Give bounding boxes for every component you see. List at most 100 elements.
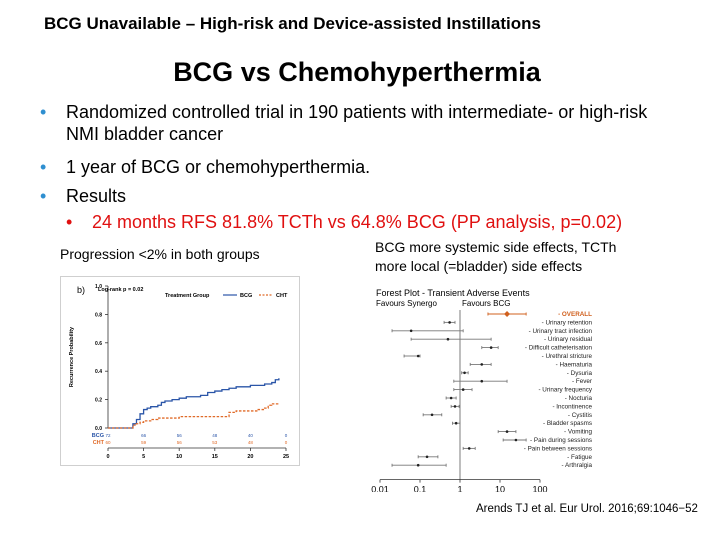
caption-right-line2: more local (=bladder) side effects — [375, 258, 583, 274]
km-at-risk-label-cht: CHT — [93, 440, 105, 446]
forest-point — [449, 396, 453, 400]
km-at-risk-value: 56 — [177, 433, 183, 438]
forest-row-label: - OVERALL — [558, 311, 592, 318]
forest-point — [416, 354, 420, 358]
km-y-tick-label: 0.6 — [95, 341, 102, 347]
forest-point — [514, 438, 518, 442]
km-at-risk-label-bcg: BCG — [92, 433, 104, 439]
forest-row-label: - Urinary frequency — [538, 387, 592, 394]
forest-row-label: - Fever — [572, 378, 592, 385]
km-x-tick-label: 0 — [106, 454, 109, 460]
forest-point — [461, 388, 465, 391]
sub-bullet-text: 24 months RFS 81.8% TCTh vs 64.8% BCG (P… — [92, 212, 623, 232]
km-x-tick-label: 5 — [142, 454, 145, 460]
km-x-tick-label: 10 — [176, 454, 182, 460]
forest-row-label: - Pain during sessions — [530, 437, 592, 444]
forest-point — [446, 337, 450, 341]
forest-plot: Forest Plot - Transient Adverse EventsFa… — [371, 288, 593, 492]
forest-row-label: - Dysuria — [567, 370, 593, 377]
km-chart-border — [60, 276, 300, 466]
forest-point — [454, 421, 458, 425]
forest-row-label: - Urinary retention — [542, 319, 593, 326]
forest-point — [505, 430, 509, 433]
bullet-3: • Results — [40, 185, 126, 207]
bullet-1: • Randomized controlled trial in 190 pat… — [40, 101, 690, 145]
caption-left: Progression <2% in both groups — [60, 246, 260, 262]
forest-right-header: Favours BCG — [462, 299, 510, 308]
km-series-bcg — [108, 378, 280, 429]
forest-x-tick-label: 0.1 — [414, 485, 427, 492]
km-annotation: Log-rank p = 0.02 — [98, 287, 143, 293]
forest-point — [480, 379, 484, 383]
forest-row-label: - Vomiting — [564, 429, 592, 436]
bullet-3-text: Results — [66, 186, 127, 206]
sub-bullet-dot: • — [66, 212, 73, 232]
forest-row-label: - Incontinence — [552, 403, 592, 410]
forest-row-label: - Urinary residual — [544, 336, 592, 343]
bullet-1-text: Randomized controlled trial in 190 patie… — [66, 102, 648, 144]
forest-title: Forest Plot - Transient Adverse Events — [376, 288, 530, 298]
km-at-risk-value: 56 — [177, 440, 183, 445]
forest-point — [480, 363, 484, 366]
forest-x-tick-label: 10 — [495, 485, 505, 492]
forest-x-tick-label: 1 — [457, 485, 462, 492]
caption-right-line1: BCG more systemic side effects, TCTh — [375, 239, 617, 255]
bullet-dot: • — [40, 186, 47, 206]
forest-point — [430, 413, 434, 417]
km-legend-label-bcg: BCG — [240, 293, 252, 299]
km-at-risk-value: 53 — [212, 440, 218, 445]
km-panel-label: b) — [77, 285, 85, 295]
forest-left-header: Favours Synergo — [376, 299, 437, 308]
forest-row-label: - Difficult catheterisation — [525, 345, 593, 352]
km-at-risk-value: 48 — [248, 440, 254, 445]
km-legend-title: Treatment Group — [165, 293, 210, 299]
forest-row-label: - Urethral stricture — [542, 353, 593, 360]
forest-row-label: - Arthralgia — [562, 462, 593, 469]
slide-header: BCG Unavailable – High-risk and Device-a… — [44, 14, 541, 33]
forest-overall-diamond — [504, 311, 511, 317]
km-y-tick-label: 0.4 — [95, 369, 102, 375]
forest-point — [463, 371, 466, 375]
km-at-risk-value: 0 — [285, 440, 288, 445]
forest-point — [448, 321, 451, 324]
km-y-tick-label: 1.0 — [95, 284, 102, 290]
km-at-risk-value: 48 — [212, 433, 218, 438]
forest-point — [453, 405, 457, 408]
km-at-risk-value: 66 — [141, 433, 147, 438]
forest-row-label: - Nocturia — [565, 395, 593, 402]
forest-row-label: - Urinary tract infection — [529, 328, 593, 335]
caption-right: BCG more systemic side effects, TCTh mor… — [375, 238, 675, 276]
forest-x-tick-label: 100 — [532, 485, 547, 492]
bullet-dot: • — [40, 102, 47, 122]
forest-point — [416, 463, 420, 467]
forest-point — [409, 329, 413, 333]
km-legend-label-cht: CHT — [276, 293, 288, 299]
forest-row-label: - Cystitis — [568, 412, 592, 419]
slide-title: BCG vs Chemohyperthermia — [173, 57, 541, 87]
forest-row-label: - Pain between sessions — [524, 445, 592, 452]
km-series-cht — [108, 403, 279, 429]
km-y-tick-label: 0.8 — [95, 312, 102, 318]
forest-row-label: - Bladder spasms — [543, 420, 592, 427]
forest-point — [467, 447, 471, 450]
km-x-tick-label: 25 — [283, 454, 289, 460]
forest-point — [489, 346, 493, 349]
bullet-2: • 1 year of BCG or chemohyperthermia. — [40, 156, 370, 178]
sub-bullet: • 24 months RFS 81.8% TCTh vs 64.8% BCG (… — [66, 211, 622, 233]
km-at-risk-value: 40 — [248, 433, 254, 438]
km-chart: 0.0 0.2 0.4 0.6 0.8 1.0 Recurrence Probability… — [60, 276, 300, 466]
km-x-tick-label: 15 — [212, 454, 218, 460]
km-y-tick-label: 0.0 — [95, 426, 102, 432]
km-x-tick-label: 20 — [247, 454, 253, 460]
bullet-dot: • — [40, 157, 47, 177]
km-at-risk-value: 0 — [285, 433, 288, 438]
km-at-risk-value: 59 — [141, 440, 147, 445]
citation: Arends TJ et al. Eur Urol. 2016;69:1046−… — [476, 503, 698, 515]
bullet-2-text: 1 year of BCG or chemohyperthermia. — [66, 157, 371, 177]
forest-x-tick-label: 0.01 — [371, 485, 389, 492]
km-y-tick-label: 0.2 — [95, 398, 102, 404]
forest-row-label: - Haematuria — [556, 361, 593, 368]
km-at-risk-value: 72 — [105, 433, 111, 438]
km-at-risk-value: 60 — [105, 440, 111, 445]
km-y-label: Recurrence Probability — [69, 326, 75, 387]
